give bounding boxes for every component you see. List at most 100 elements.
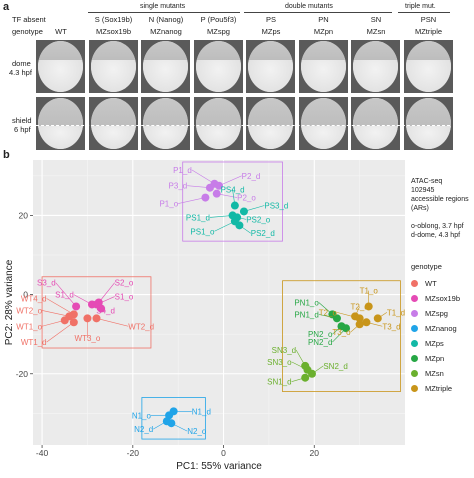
point-label-S1_d: S1_d xyxy=(55,291,74,300)
legend-label: MZtriple xyxy=(425,383,453,393)
cluster-box-N xyxy=(141,397,206,440)
point-label-WT2_o: WT2_o xyxy=(16,306,42,315)
point-label-T1_o: T1_o xyxy=(360,287,379,296)
data-point-WT2_d xyxy=(92,314,101,323)
data-point-S1_d xyxy=(87,300,96,309)
cluster-box-T_PN_SN xyxy=(282,280,401,392)
column-genotype-0: WT xyxy=(55,27,67,36)
column-genotype-6: MZsn xyxy=(366,27,386,36)
data-point-PS4_d xyxy=(230,201,239,210)
point-label-SN3_o: SN3_o xyxy=(267,358,292,367)
column-tf-2: N (Nanog) xyxy=(148,15,184,24)
data-point-P2_d xyxy=(215,181,223,190)
legend-swatch xyxy=(411,295,418,302)
data-point-PN1_d xyxy=(332,314,341,323)
column-tf-6: SN xyxy=(370,15,382,24)
label-leader xyxy=(46,322,75,343)
embryo-dome-3 xyxy=(193,40,243,93)
panel-b-letter: b xyxy=(3,149,10,161)
legend-info-line-2: accessible regions xyxy=(411,196,469,203)
legend-item-MZsox19b: MZsox19b xyxy=(411,291,460,306)
data-point-T2_o xyxy=(355,314,364,323)
embryo-dome-7 xyxy=(403,40,453,93)
label-leader xyxy=(98,282,115,303)
point-label-PS2_d: PS2_d xyxy=(251,229,275,238)
point-label-WT4_d: WT4_d xyxy=(21,295,47,304)
legend-item-MZps: MZps xyxy=(411,336,460,351)
legend-info-line-3: (ARs) xyxy=(411,205,429,212)
legend-swatch xyxy=(411,280,418,287)
data-point-N1_d xyxy=(169,407,178,416)
legend-swatch xyxy=(411,370,418,377)
embryo-dome-6 xyxy=(351,40,400,93)
pca-scatter-plot: -40 -20 0 20 -20 0 20 WT4_d WT2_o WT1_o WT1_d WT3_o… xyxy=(4,160,405,472)
x-tick-label: -20 xyxy=(127,448,140,458)
data-point-WT1_d xyxy=(69,318,78,327)
embryo-dome-4 xyxy=(246,40,295,93)
legend-label: MZspg xyxy=(425,308,448,318)
legend-item-MZnanog: MZnanog xyxy=(411,321,460,336)
point-label-WT1_o: WT1_o xyxy=(16,322,42,331)
group-single-label: single mutants xyxy=(140,3,186,10)
group-double-label: double mutants xyxy=(285,3,333,10)
embryo-shield-4 xyxy=(246,97,295,150)
point-label-PN2_o: PN2_o xyxy=(308,330,333,339)
column-genotype-7: MZtriple xyxy=(414,27,443,36)
group-triple-rule xyxy=(398,12,450,13)
legend-label: MZnanog xyxy=(425,323,457,333)
legend-label: MZpn xyxy=(425,353,445,363)
y-tick-label: -20 xyxy=(16,369,29,379)
y-axis-label: PC2: 28% variance xyxy=(4,259,15,345)
data-point-T1_o xyxy=(364,302,373,311)
point-label-N1_d: N1_d xyxy=(192,407,211,416)
legend-label: WT xyxy=(425,278,437,288)
embryo-shield-7 xyxy=(403,97,453,150)
column-tf-4: PS xyxy=(265,15,276,24)
point-label-P3_d: P3_d xyxy=(169,182,188,191)
point-label-PS3_d: PS3_d xyxy=(264,202,288,211)
x-tick-label: 20 xyxy=(310,448,320,458)
row-shield-label2: 6 hpf xyxy=(14,125,31,134)
data-point-T1_d xyxy=(373,314,382,323)
x-tick-label: -40 xyxy=(36,448,49,458)
point-label-PS1_d: PS1_d xyxy=(186,213,210,222)
label-leader xyxy=(218,175,242,187)
data-point-P1_o xyxy=(201,193,210,202)
group-double-rule xyxy=(244,12,392,13)
data-point-P3_d xyxy=(205,183,214,192)
point-label-SN2_d: SN2_d xyxy=(323,362,347,371)
point-label-T2_o: T2_o xyxy=(319,308,338,317)
embryo-shield-3 xyxy=(193,97,243,150)
genotype-row-label: genotype xyxy=(12,27,43,36)
data-point-S4_d xyxy=(97,304,106,313)
embryo-shield-2 xyxy=(141,97,190,150)
row-shield-label1: shield xyxy=(12,116,32,125)
point-label-S4_d: S4_d xyxy=(96,306,115,315)
data-point-WT3_o xyxy=(83,314,92,323)
column-tf-5: PN xyxy=(318,15,329,24)
legend-item-WT: WT xyxy=(411,276,460,291)
point-label-S1_o: S1_o xyxy=(115,293,134,302)
data-point-T3_o xyxy=(355,320,364,329)
label-leader xyxy=(96,318,129,327)
data-point-SN1_d xyxy=(301,373,310,382)
label-leader xyxy=(191,169,215,185)
data-point-PS3_d xyxy=(239,207,248,216)
point-label-SN1_d: SN1_d xyxy=(267,378,291,387)
legend-label: MZsox19b xyxy=(425,293,461,303)
group-triple-label: triple mut. xyxy=(405,3,436,10)
legend-swatch xyxy=(411,325,418,332)
y-tick-label: 0 xyxy=(23,290,28,300)
point-label-P1_o: P1_o xyxy=(159,200,178,209)
point-label-WT3_o: WT3_o xyxy=(75,334,101,343)
point-label-PS1_o: PS1_o xyxy=(190,227,215,236)
legend-info: ATAC-seq 102945 accessible regions (ARs) o-o… xyxy=(411,178,469,241)
column-genotype-3: MZspg xyxy=(207,27,230,36)
data-point-PN2_d xyxy=(342,324,351,333)
embryo-dome-5 xyxy=(298,40,348,93)
group-single-rule xyxy=(88,12,240,13)
label-leader xyxy=(42,310,70,317)
point-label-SN3_d: SN3_d xyxy=(272,346,296,355)
legend-item-MZpn: MZpn xyxy=(411,351,460,366)
embryo-dome-0 xyxy=(36,40,85,93)
